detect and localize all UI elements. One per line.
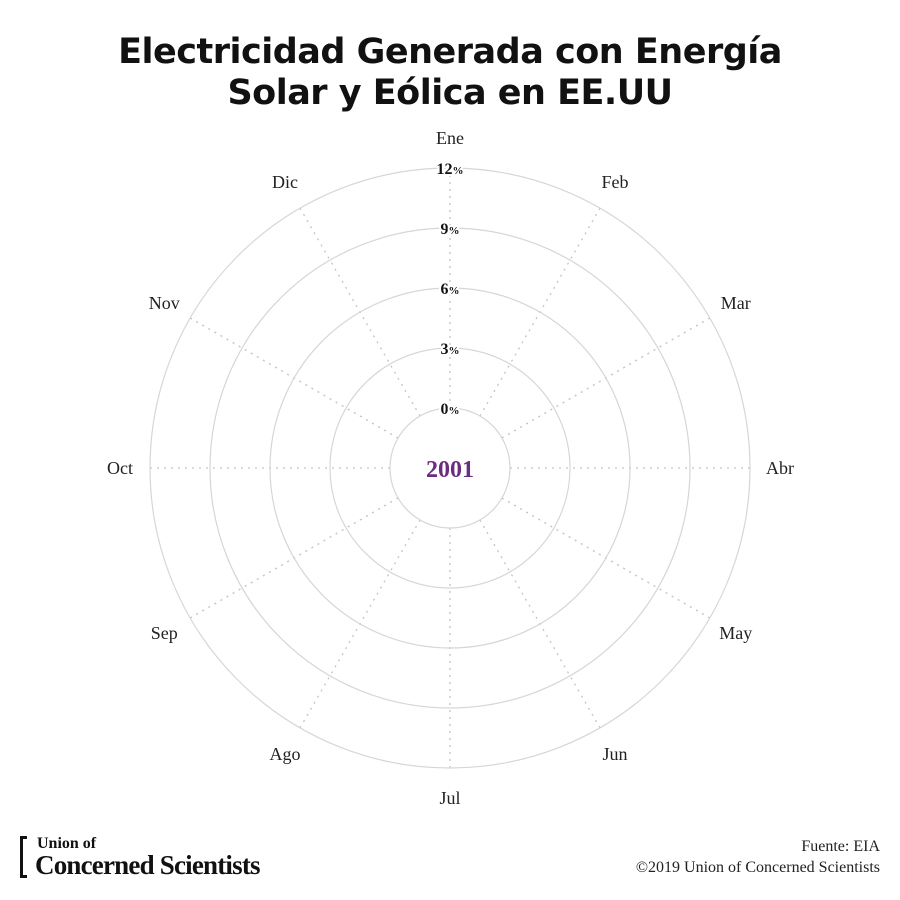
grid-ring-3 (329, 347, 571, 589)
radial-tick-unit: % (453, 165, 464, 177)
logo-text-line2: Concerned Scientists (35, 850, 261, 880)
radial-tick-value: 3 (441, 341, 449, 358)
grid-ring-0 (389, 407, 511, 529)
month-label-jun: Jun (602, 744, 627, 764)
radial-tick-unit: % (449, 225, 460, 237)
month-label-oct: Oct (107, 458, 133, 478)
radial-tick-label-6: 6% (441, 281, 460, 298)
month-label-ene: Ene (436, 128, 464, 148)
month-label-abr: Abr (766, 458, 794, 478)
radial-tick-label-12: 12% (437, 161, 464, 178)
source-label: Fuente: EIA (801, 838, 880, 855)
grid-ring-12 (149, 167, 751, 769)
chart-title: Electricidad Generada con Energía Solar … (0, 32, 900, 114)
radial-tick-value: 9 (441, 221, 449, 238)
radial-tick-unit: % (449, 285, 460, 297)
month-label-may: May (719, 623, 752, 643)
radial-tick-value: 12 (437, 161, 453, 178)
month-label-nov: Nov (149, 293, 180, 313)
radial-tick-label-3: 3% (441, 341, 460, 358)
month-label-jul: Jul (439, 788, 460, 808)
chart-title-line2: Solar y Eólica en EE.UU (227, 73, 673, 113)
month-label-mar: Mar (721, 293, 751, 313)
grid-ring-6 (269, 287, 631, 649)
radial-tick-value: 6 (441, 281, 449, 298)
chart-title-line1: Electricidad Generada con Energía (118, 32, 782, 72)
radial-tick-unit: % (449, 405, 460, 417)
center-year-label: 2001 (426, 457, 474, 483)
month-label-feb: Feb (602, 172, 629, 192)
radial-tick-label-0: 0% (441, 401, 460, 418)
copyright-label: ©2019 Union of Concerned Scientists (635, 859, 880, 876)
month-label-sep: Sep (151, 623, 178, 643)
radial-tick-label-9: 9% (441, 221, 460, 238)
radial-tick-unit: % (449, 345, 460, 357)
logo-bracket-icon (20, 836, 27, 878)
ucs-logo: Union of Concerned Scientists (20, 836, 340, 884)
source-note: Fuente: EIA ©2019 Union of Concerned Sci… (636, 836, 880, 878)
month-label-dic: Dic (272, 172, 298, 192)
logo-text-line1: Union of (37, 835, 97, 852)
month-label-ago: Ago (270, 744, 301, 764)
radial-tick-value: 0 (441, 401, 449, 418)
grid-ring-9 (209, 227, 691, 709)
